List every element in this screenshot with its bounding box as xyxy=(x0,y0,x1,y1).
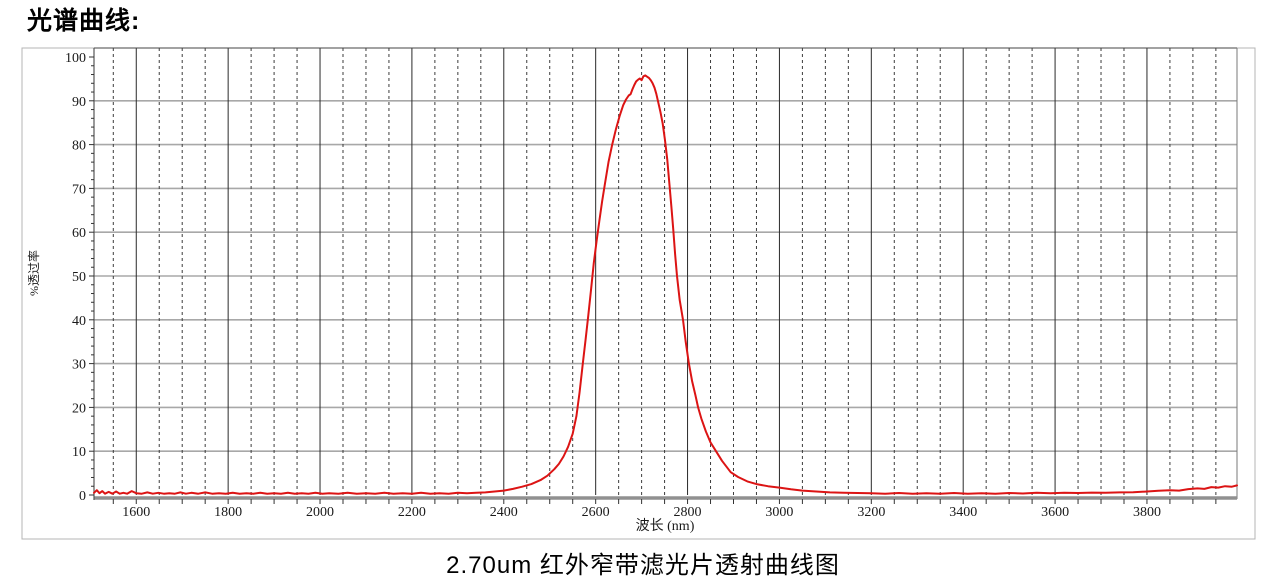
y-tick-label: 90 xyxy=(72,95,86,110)
x-tick-label: 2600 xyxy=(582,505,610,520)
page-title: 光谱曲线: xyxy=(27,7,141,35)
x-tick-label: 3200 xyxy=(857,505,885,520)
x-tick-label: 3000 xyxy=(765,505,793,520)
y-tick-label: 50 xyxy=(72,270,86,285)
y-tick-label: 100 xyxy=(65,51,86,66)
tick-label-layer: 1600 1800 2000 2200 2400 2600 2800 3000 3200 3400… xyxy=(65,51,1161,520)
y-tick-label: 70 xyxy=(72,182,86,197)
x-tick-label: 2800 xyxy=(674,505,702,520)
y-tick-label: 10 xyxy=(72,445,86,460)
curve-layer xyxy=(93,74,1238,495)
x-tick-label: 3600 xyxy=(1041,505,1069,520)
y-tick-label: 80 xyxy=(72,139,86,154)
chart-caption: 2.70um 红外窄带滤光片透射曲线图 xyxy=(446,552,840,579)
x-tick-label: 2200 xyxy=(398,505,426,520)
y-tick-label: 30 xyxy=(72,358,86,373)
plot-border xyxy=(21,47,1256,540)
transmittance-curve xyxy=(93,74,1238,495)
y-axis-label: %透过率 xyxy=(26,250,41,296)
x-tick-label: 2000 xyxy=(306,505,334,520)
x-tick-label: 1800 xyxy=(214,505,242,520)
x-tick-label: 3400 xyxy=(949,505,977,520)
y-tick-label: 60 xyxy=(72,226,86,241)
tick-layer xyxy=(89,56,1217,504)
outer-frame xyxy=(21,47,1256,540)
x-axis-label: 波长 (nm) xyxy=(636,518,695,534)
x-tick-label: 1600 xyxy=(122,505,150,520)
x-tick-label: 2400 xyxy=(490,505,518,520)
y-tick-label: 20 xyxy=(72,401,86,416)
y-tick-label: 0 xyxy=(79,489,86,504)
x-tick-label: 3800 xyxy=(1133,505,1161,520)
y-tick-label: 40 xyxy=(72,314,86,329)
grid-layer xyxy=(94,48,1237,495)
